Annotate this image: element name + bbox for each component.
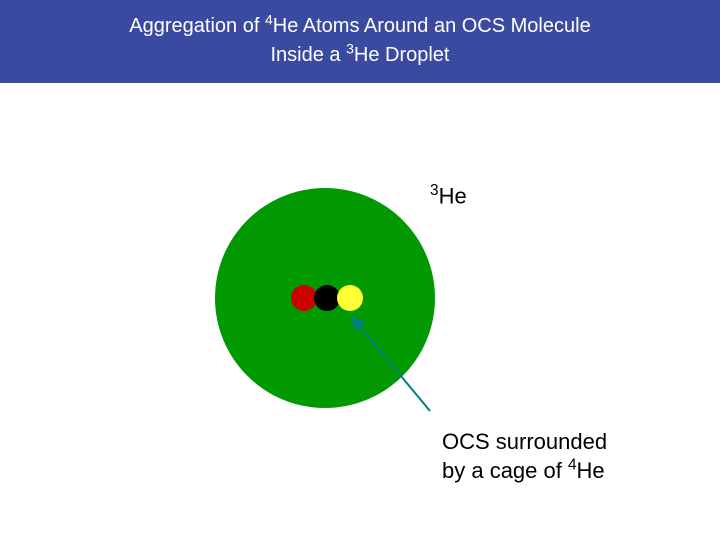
title-sup-3: 3 (346, 41, 354, 57)
caption-sup: 4 (568, 457, 577, 474)
title-text: He Droplet (354, 44, 450, 66)
title-line-1: Aggregation of 4He Atoms Around an OCS M… (129, 15, 590, 37)
caption-line-2: by a cage of 4He (442, 458, 605, 483)
caption-text: He (577, 458, 605, 483)
title-sup-4: 4 (265, 11, 273, 27)
label-sup: 3 (430, 182, 439, 199)
caption-line-1: OCS surrounded (442, 429, 607, 454)
title-line-2: Inside a 3He Droplet (270, 44, 449, 66)
he3-label: 3He (430, 181, 467, 210)
caption-label: OCS surrounded by a cage of 4He (442, 428, 607, 484)
caption-text: by a cage of (442, 458, 568, 483)
title-text: Aggregation of (129, 15, 265, 37)
diagram-stage: 3He OCS surrounded by a cage of 4He (0, 83, 720, 553)
label-text: He (439, 184, 467, 209)
pointer-arrow (0, 83, 720, 553)
arrow-line (352, 317, 430, 411)
title-text: Inside a (270, 44, 346, 66)
title-text: He Atoms Around an OCS Molecule (273, 15, 591, 37)
title-banner: Aggregation of 4He Atoms Around an OCS M… (0, 0, 720, 83)
